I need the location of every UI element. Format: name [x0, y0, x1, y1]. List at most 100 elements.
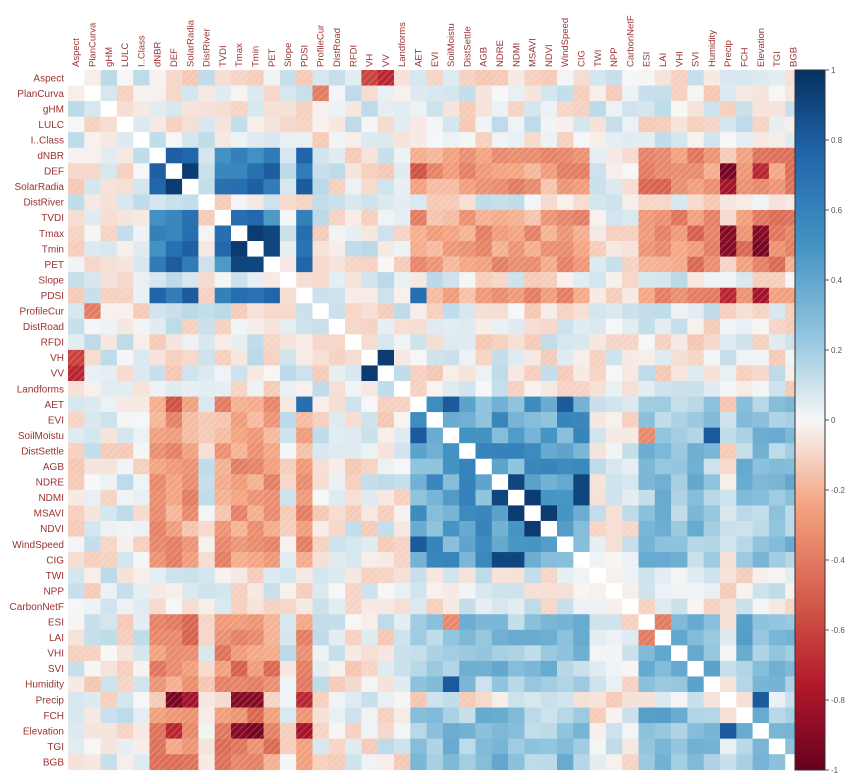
heatmap-hatch-dNBR-FCH [736, 147, 753, 164]
row-label: ESI [48, 618, 64, 629]
heatmap-cell-SVI-EVI [426, 660, 444, 677]
heatmap-hatch-Humidity-PlanCurva [84, 676, 101, 693]
heatmap-cell-PDSI-Slope [279, 287, 297, 304]
heatmap-cell-PET-Tmin [247, 256, 264, 273]
heatmap-hatch-SoilMoistu-dNBR [149, 427, 167, 444]
row-label: NDVI [40, 524, 64, 535]
heatmap-hatch-AGB-VH [361, 458, 378, 475]
heatmap-cell-Precip-Slope [279, 692, 297, 708]
heatmap-cell-PlanCurva-gHM [100, 85, 118, 102]
heatmap-cell-Slope-I..Class [133, 272, 150, 288]
heatmap-hatch-gHM-Tmax [231, 101, 248, 117]
heatmap-hatch-WindSpeed-Tmin [247, 536, 264, 553]
heatmap-cell-VH-ProfileCur [312, 349, 330, 366]
heatmap-cell-Landforms-DEF [165, 381, 183, 397]
heatmap-cell-TVDI-ProfileCur [312, 209, 330, 226]
heatmap-cell-NPP-Tmin [247, 583, 264, 599]
heatmap-hatch-Tmax-FCH [736, 225, 753, 242]
heatmap-hatch-I..Class-ProfileCur [312, 132, 330, 149]
heatmap-cell-dNBR-ProfileCur [312, 147, 330, 164]
heatmap-hatch-SVI-TVDI [214, 660, 232, 677]
heatmap-cell-I..Class-PET [263, 132, 281, 149]
heatmap-cell-VHI-LULC [116, 645, 134, 662]
heatmap-cell-DistRoad-EVI [426, 318, 444, 335]
heatmap-hatch-Precip-PDSI [296, 692, 313, 708]
heatmap-cell-VV-NPP [605, 365, 623, 382]
heatmap-cell-FCH-Precip [720, 707, 737, 724]
heatmap-hatch-DEF-EVI [426, 163, 444, 180]
heatmap-cell-NPP-TVDI [214, 583, 232, 599]
column-label: TWI [593, 50, 604, 67]
heatmap-hatch-MSAVI-VV [377, 505, 395, 522]
column-label: Tmin [250, 46, 261, 67]
heatmap-cell-SVI-Precip [720, 660, 737, 677]
heatmap-cell-WindSpeed-DistRiver [198, 536, 215, 553]
heatmap-cell-PlanCurva-WindSpeed [557, 85, 574, 102]
heatmap-cell-LULC-DistRoad [328, 116, 346, 133]
heatmap-cell-DistRoad-WindSpeed [557, 318, 574, 335]
heatmap-hatch-VH-AGB [475, 349, 493, 366]
heatmap-cell-ESI-NDRE [491, 614, 509, 631]
heatmap-cell-Elevation-MSAVI [524, 723, 541, 739]
heatmap-cell-ProfileCur-ESI [638, 303, 656, 320]
heatmap-cell-AET-VH [361, 396, 378, 413]
heatmap-hatch-NPP-Tmax [231, 583, 248, 599]
heatmap-cell-VHI-NDMI [508, 645, 525, 662]
heatmap-hatch-ProfileCur-EVI [426, 303, 444, 320]
heatmap-cell-NDMI-VHI [671, 489, 688, 506]
heatmap-hatch-Tmax-Elevation [752, 225, 770, 242]
heatmap-cell-PDSI-Tmin [247, 287, 264, 304]
heatmap-cell-NDRE-Elevation [752, 474, 770, 491]
heatmap-cell-CarbonNetF-AET [410, 598, 427, 615]
heatmap-hatch-BGB-Tmax [231, 754, 248, 771]
heatmap-hatch-Aspect-VV [377, 70, 395, 86]
heatmap-cell-FCH-SVI [687, 707, 704, 724]
heatmap-cell-TVDI-Slope [279, 209, 297, 226]
heatmap-cell-Aspect-Slope [279, 70, 297, 86]
heatmap-hatch-Tmax-NDRE [491, 225, 509, 242]
heatmap-hatch-AET-TVDI [214, 396, 232, 413]
heatmap-cell-NDVI-gHM [100, 520, 118, 537]
heatmap-hatch-VH-SVI [687, 349, 704, 366]
column-label: VV [381, 54, 392, 67]
heatmap-cell-Aspect-I..Class [133, 70, 150, 86]
heatmap-cell-AGB-VV [377, 458, 395, 475]
heatmap-cell-PlanCurva-NDMI [508, 85, 525, 102]
heatmap-cell-NDMI-PlanCurva [84, 489, 101, 506]
heatmap-cell-Landforms-VH [361, 381, 378, 397]
heatmap-hatch-NDMI-TVDI [214, 489, 232, 506]
heatmap-hatch-Aspect-Tmin [247, 70, 264, 86]
heatmap-cell-Elevation-NPP [605, 723, 623, 739]
heatmap-hatch-NDVI-CarbonNetF [622, 520, 639, 537]
heatmap-hatch-SoilMoistu-PDSI [296, 427, 313, 444]
heatmap-cell-CIG-VH [361, 552, 378, 568]
heatmap-cell-Tmax-Tmax [231, 225, 248, 242]
heatmap-hatch-DEF-ESI [638, 163, 656, 180]
heatmap-cell-DistRiver-I..Class [133, 194, 150, 211]
heatmap-cell-LULC-SoilMoistu [442, 116, 460, 133]
heatmap-cell-CarbonNetF-DistRiver [198, 598, 215, 615]
heatmap-cell-TGI-TGI [768, 738, 786, 755]
heatmap-hatch-TVDI-AET [410, 209, 427, 226]
heatmap-cell-NDMI-AET [410, 489, 427, 506]
heatmap-hatch-LAI-Tmin [247, 629, 264, 646]
heatmap-cell-SoilMoistu-Humidity [703, 427, 721, 444]
column-label: Aspect [71, 38, 82, 67]
heatmap-cell-Landforms-CarbonNetF [622, 381, 639, 397]
heatmap-cell-SolarRadia-gHM [100, 178, 118, 195]
heatmap-cell-Aspect-DEF [165, 70, 183, 86]
heatmap-cell-PET-DistRoad [328, 256, 346, 273]
heatmap-hatch-SolarRadia-VHI [671, 178, 688, 195]
heatmap-cell-RFDI-VHI [671, 334, 688, 351]
heatmap-hatch-NDMI-Landforms [394, 489, 411, 506]
heatmap-cell-Slope-DistRoad [328, 272, 346, 288]
heatmap-cell-CIG-NPP [605, 552, 623, 568]
heatmap-hatch-DistRiver-TVDI [214, 194, 232, 211]
heatmap-cell-TGI-NDRE [491, 738, 509, 755]
heatmap-cell-WindSpeed-TGI [768, 536, 786, 553]
row-label: TVDI [41, 213, 64, 224]
heatmap-cell-BGB-I..Class [133, 754, 150, 771]
heatmap-cell-NDVI-WindSpeed [557, 520, 574, 537]
heatmap-cell-AET-NDRE [491, 396, 509, 413]
column-label: TVDI [218, 45, 229, 67]
